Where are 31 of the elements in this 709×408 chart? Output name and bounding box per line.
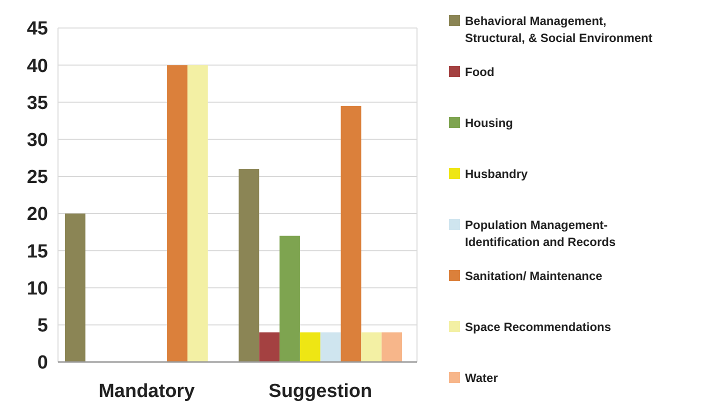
x-tick-label: Suggestion bbox=[268, 381, 372, 402]
x-tick-label: Mandatory bbox=[98, 381, 196, 402]
bar bbox=[361, 332, 382, 362]
y-tick-label: 5 bbox=[37, 316, 48, 337]
y-tick-label: 35 bbox=[26, 92, 48, 114]
y-tick-label: 40 bbox=[26, 56, 48, 77]
legend-label: Water bbox=[465, 371, 498, 385]
legend-label: Sanitation/ Maintenance bbox=[465, 269, 603, 283]
bar bbox=[320, 332, 341, 362]
bar bbox=[259, 332, 280, 362]
legend-label: Space Recommendations bbox=[465, 320, 612, 334]
y-tick-label: 20 bbox=[26, 204, 48, 226]
bar bbox=[238, 169, 260, 362]
bar bbox=[300, 332, 320, 362]
legend-label: Food bbox=[465, 65, 494, 79]
legend-label: Housing bbox=[465, 116, 513, 130]
bar bbox=[187, 65, 208, 362]
y-tick-label: 45 bbox=[26, 18, 48, 40]
bar bbox=[382, 332, 402, 362]
legend-label: Population Management-Identification and Records bbox=[465, 218, 616, 249]
legend-label: Husbandry bbox=[465, 167, 528, 181]
bar bbox=[340, 106, 362, 362]
bar bbox=[64, 214, 86, 362]
y-tick-label: 0 bbox=[37, 352, 48, 374]
y-tick-label: 30 bbox=[26, 130, 48, 151]
y-tick-label: 15 bbox=[26, 241, 48, 262]
bar bbox=[167, 65, 188, 362]
y-tick-label: 25 bbox=[26, 167, 48, 188]
bar bbox=[280, 236, 300, 362]
y-tick-label: 10 bbox=[26, 278, 48, 300]
legend-label: Behavioral Management, Structural, & Social Environment bbox=[465, 14, 652, 45]
